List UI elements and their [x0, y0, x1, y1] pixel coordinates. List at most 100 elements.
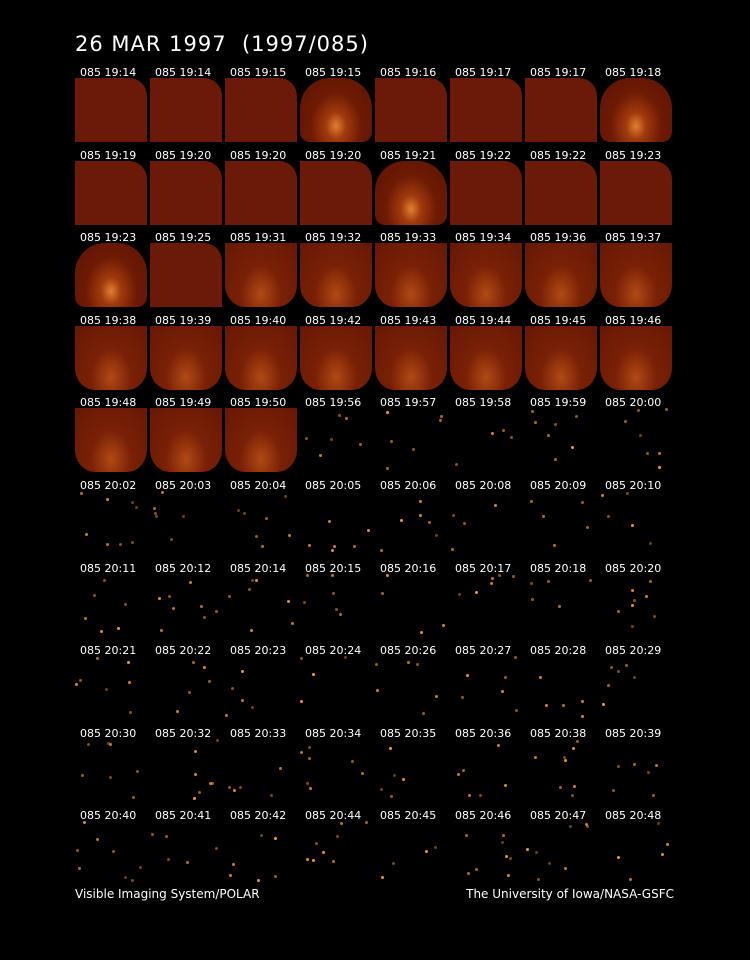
star-dot — [332, 591, 335, 595]
star-dot — [455, 463, 458, 467]
star-dot — [76, 849, 79, 853]
star-dot — [530, 500, 533, 503]
star-dot — [131, 541, 134, 544]
star-dot — [231, 687, 234, 691]
star-dot — [367, 529, 370, 532]
star-dot — [435, 534, 438, 537]
star-dot — [229, 874, 232, 878]
star-dot — [79, 679, 82, 683]
frame-image — [600, 656, 672, 720]
star-dot — [610, 666, 613, 670]
frame-image — [600, 739, 672, 803]
frame-image — [375, 656, 447, 720]
star-dot — [647, 770, 650, 774]
star-dot — [331, 549, 334, 552]
star-dot — [559, 785, 562, 789]
star-dot — [504, 783, 507, 787]
star-dot — [419, 514, 422, 517]
star-dot — [287, 599, 290, 603]
frame-time: 085 19:14 — [80, 66, 137, 79]
star-dot — [194, 772, 197, 776]
star-dot — [288, 534, 291, 537]
frame-time: 085 20:40 — [80, 809, 137, 823]
star-dot — [335, 607, 338, 611]
frame-image — [225, 574, 297, 638]
star-dot — [617, 609, 620, 613]
frame-image — [150, 243, 222, 308]
frame-image — [450, 656, 522, 720]
star-dot — [192, 661, 195, 665]
frame-image — [225, 408, 297, 473]
star-dot — [649, 542, 652, 545]
star-dot — [85, 533, 88, 536]
star-dot — [531, 410, 534, 414]
frame-time: 085 19:20 — [155, 148, 212, 162]
frame-image — [225, 78, 297, 142]
star-dot — [375, 663, 378, 667]
frame-time: 085 20:46 — [455, 809, 512, 823]
frame-image — [150, 325, 222, 390]
star-dot — [186, 861, 189, 865]
star-dot — [652, 793, 655, 797]
star-dot — [107, 741, 110, 745]
star-dot — [534, 755, 537, 759]
star-dot — [176, 710, 179, 714]
star-dot — [87, 742, 90, 746]
star-dot — [188, 691, 191, 695]
frame-image — [375, 243, 447, 308]
star-dot — [274, 837, 277, 841]
star-dot — [498, 573, 501, 577]
frame-image — [600, 408, 672, 472]
star-dot — [531, 597, 534, 601]
star-dot — [462, 768, 465, 772]
star-dot — [359, 443, 362, 447]
star-dot — [649, 579, 652, 583]
star-dot — [353, 545, 356, 548]
star-dot — [390, 440, 393, 444]
star-dot — [617, 764, 620, 768]
frame-image — [75, 408, 147, 473]
star-dot — [215, 609, 218, 613]
star-dot — [631, 524, 634, 527]
star-dot — [490, 581, 493, 585]
star-dot — [666, 843, 669, 847]
star-dot — [535, 851, 538, 855]
star-dot — [658, 452, 661, 456]
star-dot — [128, 681, 131, 685]
frame-image — [300, 573, 372, 638]
frame-time: 085 20:02 — [80, 479, 137, 492]
frame-time: 085 20:48 — [605, 809, 662, 823]
frame-image — [225, 656, 297, 720]
star-dot — [78, 867, 81, 871]
star-dot — [255, 535, 258, 538]
star-dot — [251, 706, 254, 710]
frame-time: 085 19:48 — [80, 396, 137, 410]
frame-image — [375, 160, 447, 225]
frame-image — [450, 325, 522, 390]
star-dot — [601, 494, 604, 497]
star-dot — [607, 515, 610, 518]
star-dot — [572, 746, 575, 750]
frame-time: 085 20:35 — [380, 726, 437, 740]
frame-image — [75, 325, 147, 390]
star-dot — [573, 784, 576, 788]
frame-time: 085 19:21 — [380, 148, 437, 162]
star-dot — [170, 538, 173, 541]
frame-image — [150, 821, 222, 885]
star-dot — [117, 626, 120, 630]
star-dot — [380, 787, 383, 791]
frame-image — [450, 573, 522, 638]
frame-image — [525, 821, 597, 885]
frame-image — [375, 491, 447, 555]
star-dot — [241, 699, 244, 703]
star-dot — [129, 711, 132, 715]
frame-time: 085 20:14 — [230, 561, 287, 575]
star-dot — [562, 704, 565, 708]
frame-time: 085 19:45 — [530, 313, 587, 327]
star-dot — [389, 746, 392, 750]
star-dot — [494, 504, 497, 507]
star-dot — [542, 515, 545, 518]
star-dot — [631, 624, 634, 628]
frame-image — [450, 78, 522, 142]
star-dot — [497, 743, 500, 747]
